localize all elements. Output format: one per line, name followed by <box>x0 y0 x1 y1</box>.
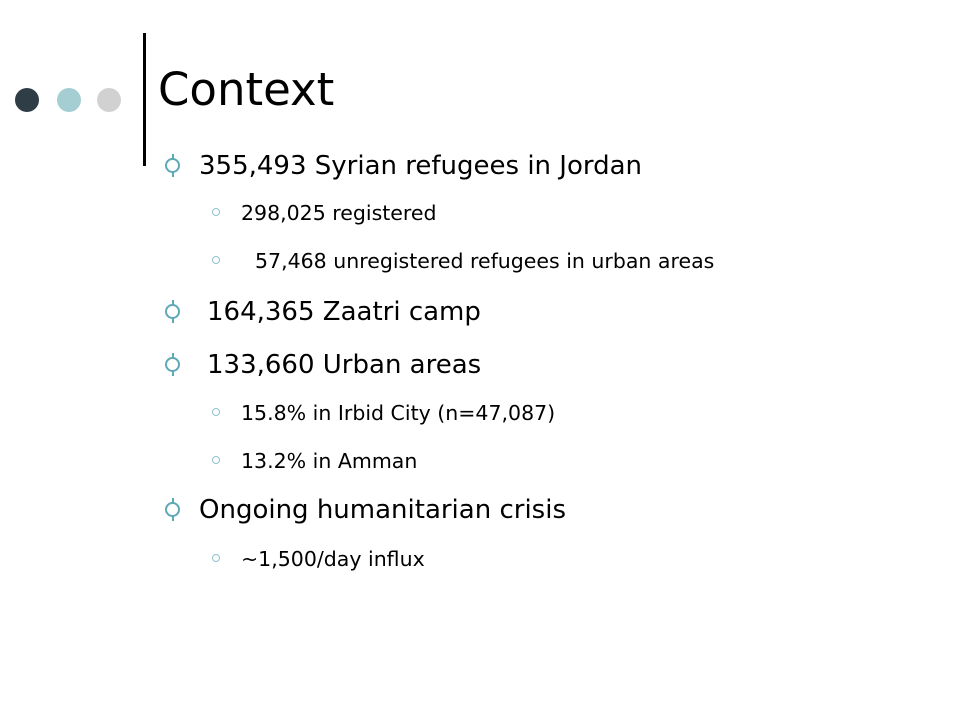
sub-bullet-item: 15.8% in Irbid City (n=47,087) <box>0 398 900 428</box>
title-divider <box>143 33 146 166</box>
bullet-ring-icon <box>165 353 180 376</box>
sub-bullet-text: ~1,500/day influx <box>241 547 425 571</box>
bullet-text: 133,660 Urban areas <box>207 350 482 380</box>
sub-bullet-circle-icon <box>212 408 220 416</box>
sub-bullet-text: 13.2% in Amman <box>241 449 418 473</box>
decorative-dot-dark <box>15 88 39 112</box>
sub-bullet-circle-icon <box>212 456 220 464</box>
bullet-item: Ongoing humanitarian crisis <box>0 490 900 530</box>
decorative-dot-teal <box>57 88 81 112</box>
bullet-ring-icon <box>165 154 180 177</box>
sub-bullet-text: 15.8% in Irbid City (n=47,087) <box>241 401 556 425</box>
bullet-text: Ongoing humanitarian crisis <box>199 495 566 525</box>
decorative-dot-gray <box>97 88 121 112</box>
sub-bullet-circle-icon <box>212 208 220 216</box>
sub-bullet-circle-icon <box>212 256 220 264</box>
sub-bullet-text: 57,468 unregistered refugees in urban ar… <box>255 249 715 273</box>
bullet-item: 133,660 Urban areas <box>0 345 900 385</box>
bullet-ring-icon <box>165 300 180 323</box>
sub-bullet-item: ~1,500/day influx <box>0 544 900 574</box>
sub-bullet-item: 298,025 registered <box>0 198 900 228</box>
sub-bullet-circle-icon <box>212 554 220 562</box>
sub-bullet-text: 298,025 registered <box>241 201 437 225</box>
bullet-text: 164,365 Zaatri camp <box>207 297 481 327</box>
sub-bullet-item: 13.2% in Amman <box>0 446 900 476</box>
bullet-item: 355,493 Syrian refugees in Jordan <box>0 146 900 186</box>
bullet-ring-icon <box>165 498 180 521</box>
bullet-item: 164,365 Zaatri camp <box>0 292 900 332</box>
sub-bullet-item: 57,468 unregistered refugees in urban ar… <box>0 246 900 276</box>
slide-title: Context <box>158 63 335 116</box>
bullet-text: 355,493 Syrian refugees in Jordan <box>199 151 643 181</box>
